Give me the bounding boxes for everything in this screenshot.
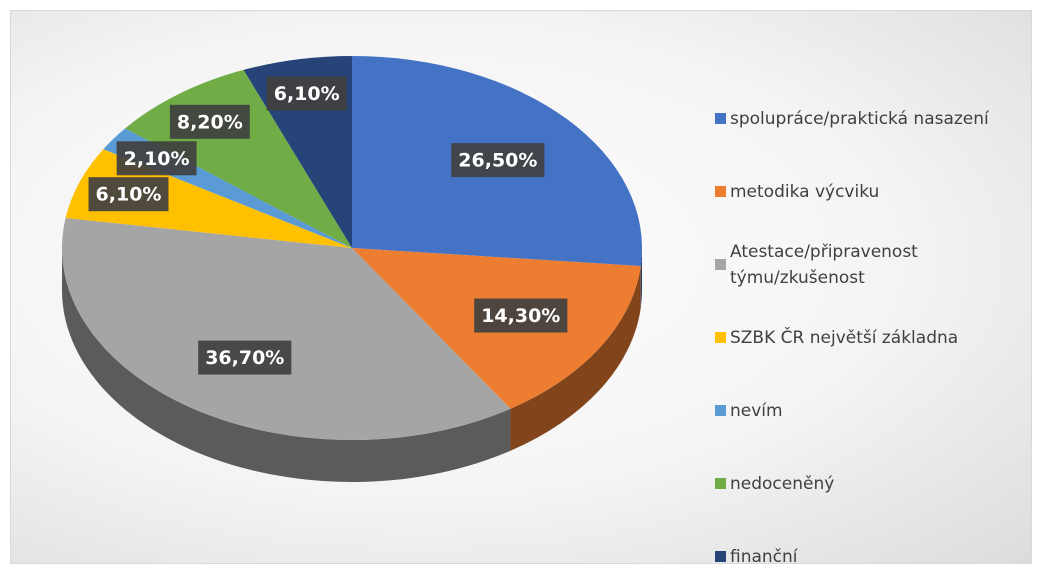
legend-label: Atestace/připravenost týmu/zkušenost xyxy=(730,241,918,288)
legend: spolupráce/praktická nasazení metodika vý… xyxy=(715,82,1035,572)
data-label-box xyxy=(116,141,197,176)
legend-item: spolupráce/praktická nasazení xyxy=(715,82,1035,155)
data-label: 26,50% xyxy=(451,143,545,178)
legend-item: nedoceněný xyxy=(715,447,1035,520)
slice xyxy=(62,217,511,440)
legend-swatch xyxy=(715,405,726,416)
legend-swatch xyxy=(715,113,726,124)
data-label-text: 26,50% xyxy=(458,150,537,172)
legend-item: metodika výcviku xyxy=(715,155,1035,228)
slice-side xyxy=(61,248,511,482)
data-label: 2,10% xyxy=(116,141,197,176)
legend-label: spolupráce/praktická nasazení xyxy=(730,108,989,129)
data-label: 6,10% xyxy=(88,177,169,212)
data-label-box xyxy=(198,340,292,375)
data-label-text: 36,70% xyxy=(205,347,284,369)
legend-label: nevím xyxy=(730,400,783,421)
legend-label: nedoceněný xyxy=(730,473,835,494)
legend-label: metodika výcviku xyxy=(730,181,880,202)
legend-swatch xyxy=(715,259,726,270)
data-label: 8,20% xyxy=(169,104,250,139)
data-label-box xyxy=(169,104,250,139)
data-label: 36,70% xyxy=(198,340,292,375)
legend-label: finanční xyxy=(730,546,798,567)
data-label-text: 6,10% xyxy=(274,83,340,105)
legend-item: Atestace/připravenost týmu/zkušenost xyxy=(715,228,1035,301)
legend-swatch xyxy=(715,551,726,562)
data-label-box xyxy=(474,298,568,333)
legend-label: SZBK ČR největší základna xyxy=(730,327,959,348)
data-label-box xyxy=(266,76,347,111)
legend-item: nevím xyxy=(715,374,1035,447)
data-label: 14,30% xyxy=(474,298,568,333)
legend-swatch xyxy=(715,332,726,343)
data-label-text: 6,10% xyxy=(96,184,162,206)
slice-side xyxy=(640,248,642,309)
legend-item: SZBK ČR největší základna xyxy=(715,301,1035,374)
data-label: 6,10% xyxy=(266,76,347,111)
data-label-box xyxy=(88,177,169,212)
slice-side xyxy=(510,266,641,451)
legend-swatch xyxy=(715,478,726,489)
legend-item: finanční xyxy=(715,520,1035,572)
data-label-box xyxy=(451,143,545,178)
data-label-text: 14,30% xyxy=(481,305,560,327)
data-label-text: 8,20% xyxy=(177,111,243,133)
legend-swatch xyxy=(715,186,726,197)
data-label-text: 2,10% xyxy=(124,148,190,170)
